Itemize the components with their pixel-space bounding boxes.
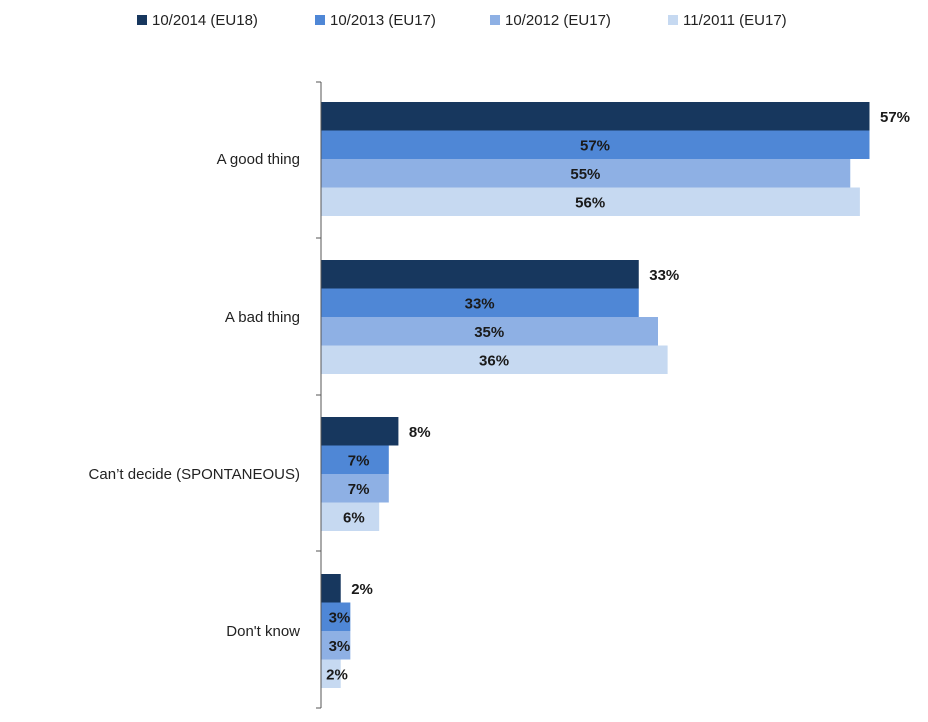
legend-label: 11/2011 (EU17) [683, 12, 787, 29]
legend-item-11-2011-eu17: 11/2011 (EU17) [668, 12, 787, 29]
data-label: 35% [474, 324, 504, 341]
legend-label: 10/2013 (EU17) [330, 12, 436, 29]
bar-don-t-know-10-2013-eu17 [321, 602, 351, 631]
data-label: 2% [326, 666, 348, 683]
bar-a-bad-thing-10-2013-eu17 [321, 288, 639, 317]
bar-a-good-thing-10-2014-eu18 [321, 102, 870, 131]
bar-can-t-decide-spontaneous-10-2013-eu17 [321, 445, 389, 474]
data-label: 8% [409, 424, 431, 441]
data-label: 6% [343, 509, 365, 526]
bar-can-t-decide-spontaneous-11-2011-eu17 [321, 502, 380, 531]
bar-can-t-decide-spontaneous-10-2012-eu17 [321, 474, 389, 503]
bar-don-t-know-10-2012-eu17 [321, 631, 351, 660]
bar-don-t-know-11-2011-eu17 [321, 659, 341, 688]
bar-a-good-thing-10-2012-eu17 [321, 159, 851, 188]
bar-a-good-thing-11-2011-eu17 [321, 187, 860, 216]
category-label-can-t-decide-spontaneous: Can’t decide (SPONTANEOUS) [89, 466, 300, 483]
legend-swatch [315, 15, 325, 25]
data-label: 33% [465, 295, 495, 312]
legend-item-10-2014-eu18: 10/2014 (EU18) [137, 12, 258, 29]
value-labels: 57%57%55%56%33%33%35%36%8%7%7%6%2%3%3%2% [326, 109, 910, 684]
legend-item-10-2012-eu17: 10/2012 (EU17) [490, 12, 611, 29]
bar-can-t-decide-spontaneous-10-2014-eu18 [321, 417, 399, 446]
data-label: 3% [329, 609, 351, 626]
legend-swatch [668, 15, 678, 25]
data-label: 55% [570, 166, 600, 183]
data-label: 2% [351, 581, 373, 598]
axis [316, 81, 322, 709]
data-label: 57% [880, 109, 910, 126]
bar-a-bad-thing-11-2011-eu17 [321, 345, 668, 374]
legend-item-10-2013-eu17: 10/2013 (EU17) [315, 12, 436, 29]
data-label: 3% [329, 638, 351, 655]
bar-a-bad-thing-10-2014-eu18 [321, 260, 639, 289]
data-label: 7% [348, 481, 370, 498]
data-label: 36% [479, 352, 509, 369]
data-label: 33% [649, 267, 679, 284]
bar-a-good-thing-10-2013-eu17 [321, 130, 870, 159]
legend-label: 10/2014 (EU18) [152, 12, 258, 29]
data-label: 57% [580, 137, 610, 154]
legend-swatch [490, 15, 500, 25]
bar-a-bad-thing-10-2012-eu17 [321, 317, 658, 346]
category-labels: A good thing A bad thing Can’t decide (SPO… [89, 151, 301, 640]
bars [321, 102, 870, 688]
category-label-a-bad-thing: A bad thing [225, 309, 300, 326]
data-label: 56% [575, 194, 605, 211]
bar-don-t-know-10-2014-eu18 [321, 574, 341, 603]
legend: 10/2014 (EU18) 10/2013 (EU17) 10/2012 (EU1… [137, 12, 787, 29]
category-label-a-good-thing: A good thing [217, 151, 300, 168]
legend-swatch [137, 15, 147, 25]
legend-label: 10/2012 (EU17) [505, 12, 611, 29]
data-label: 7% [348, 452, 370, 469]
category-label-don-t-know: Don't know [226, 623, 300, 640]
